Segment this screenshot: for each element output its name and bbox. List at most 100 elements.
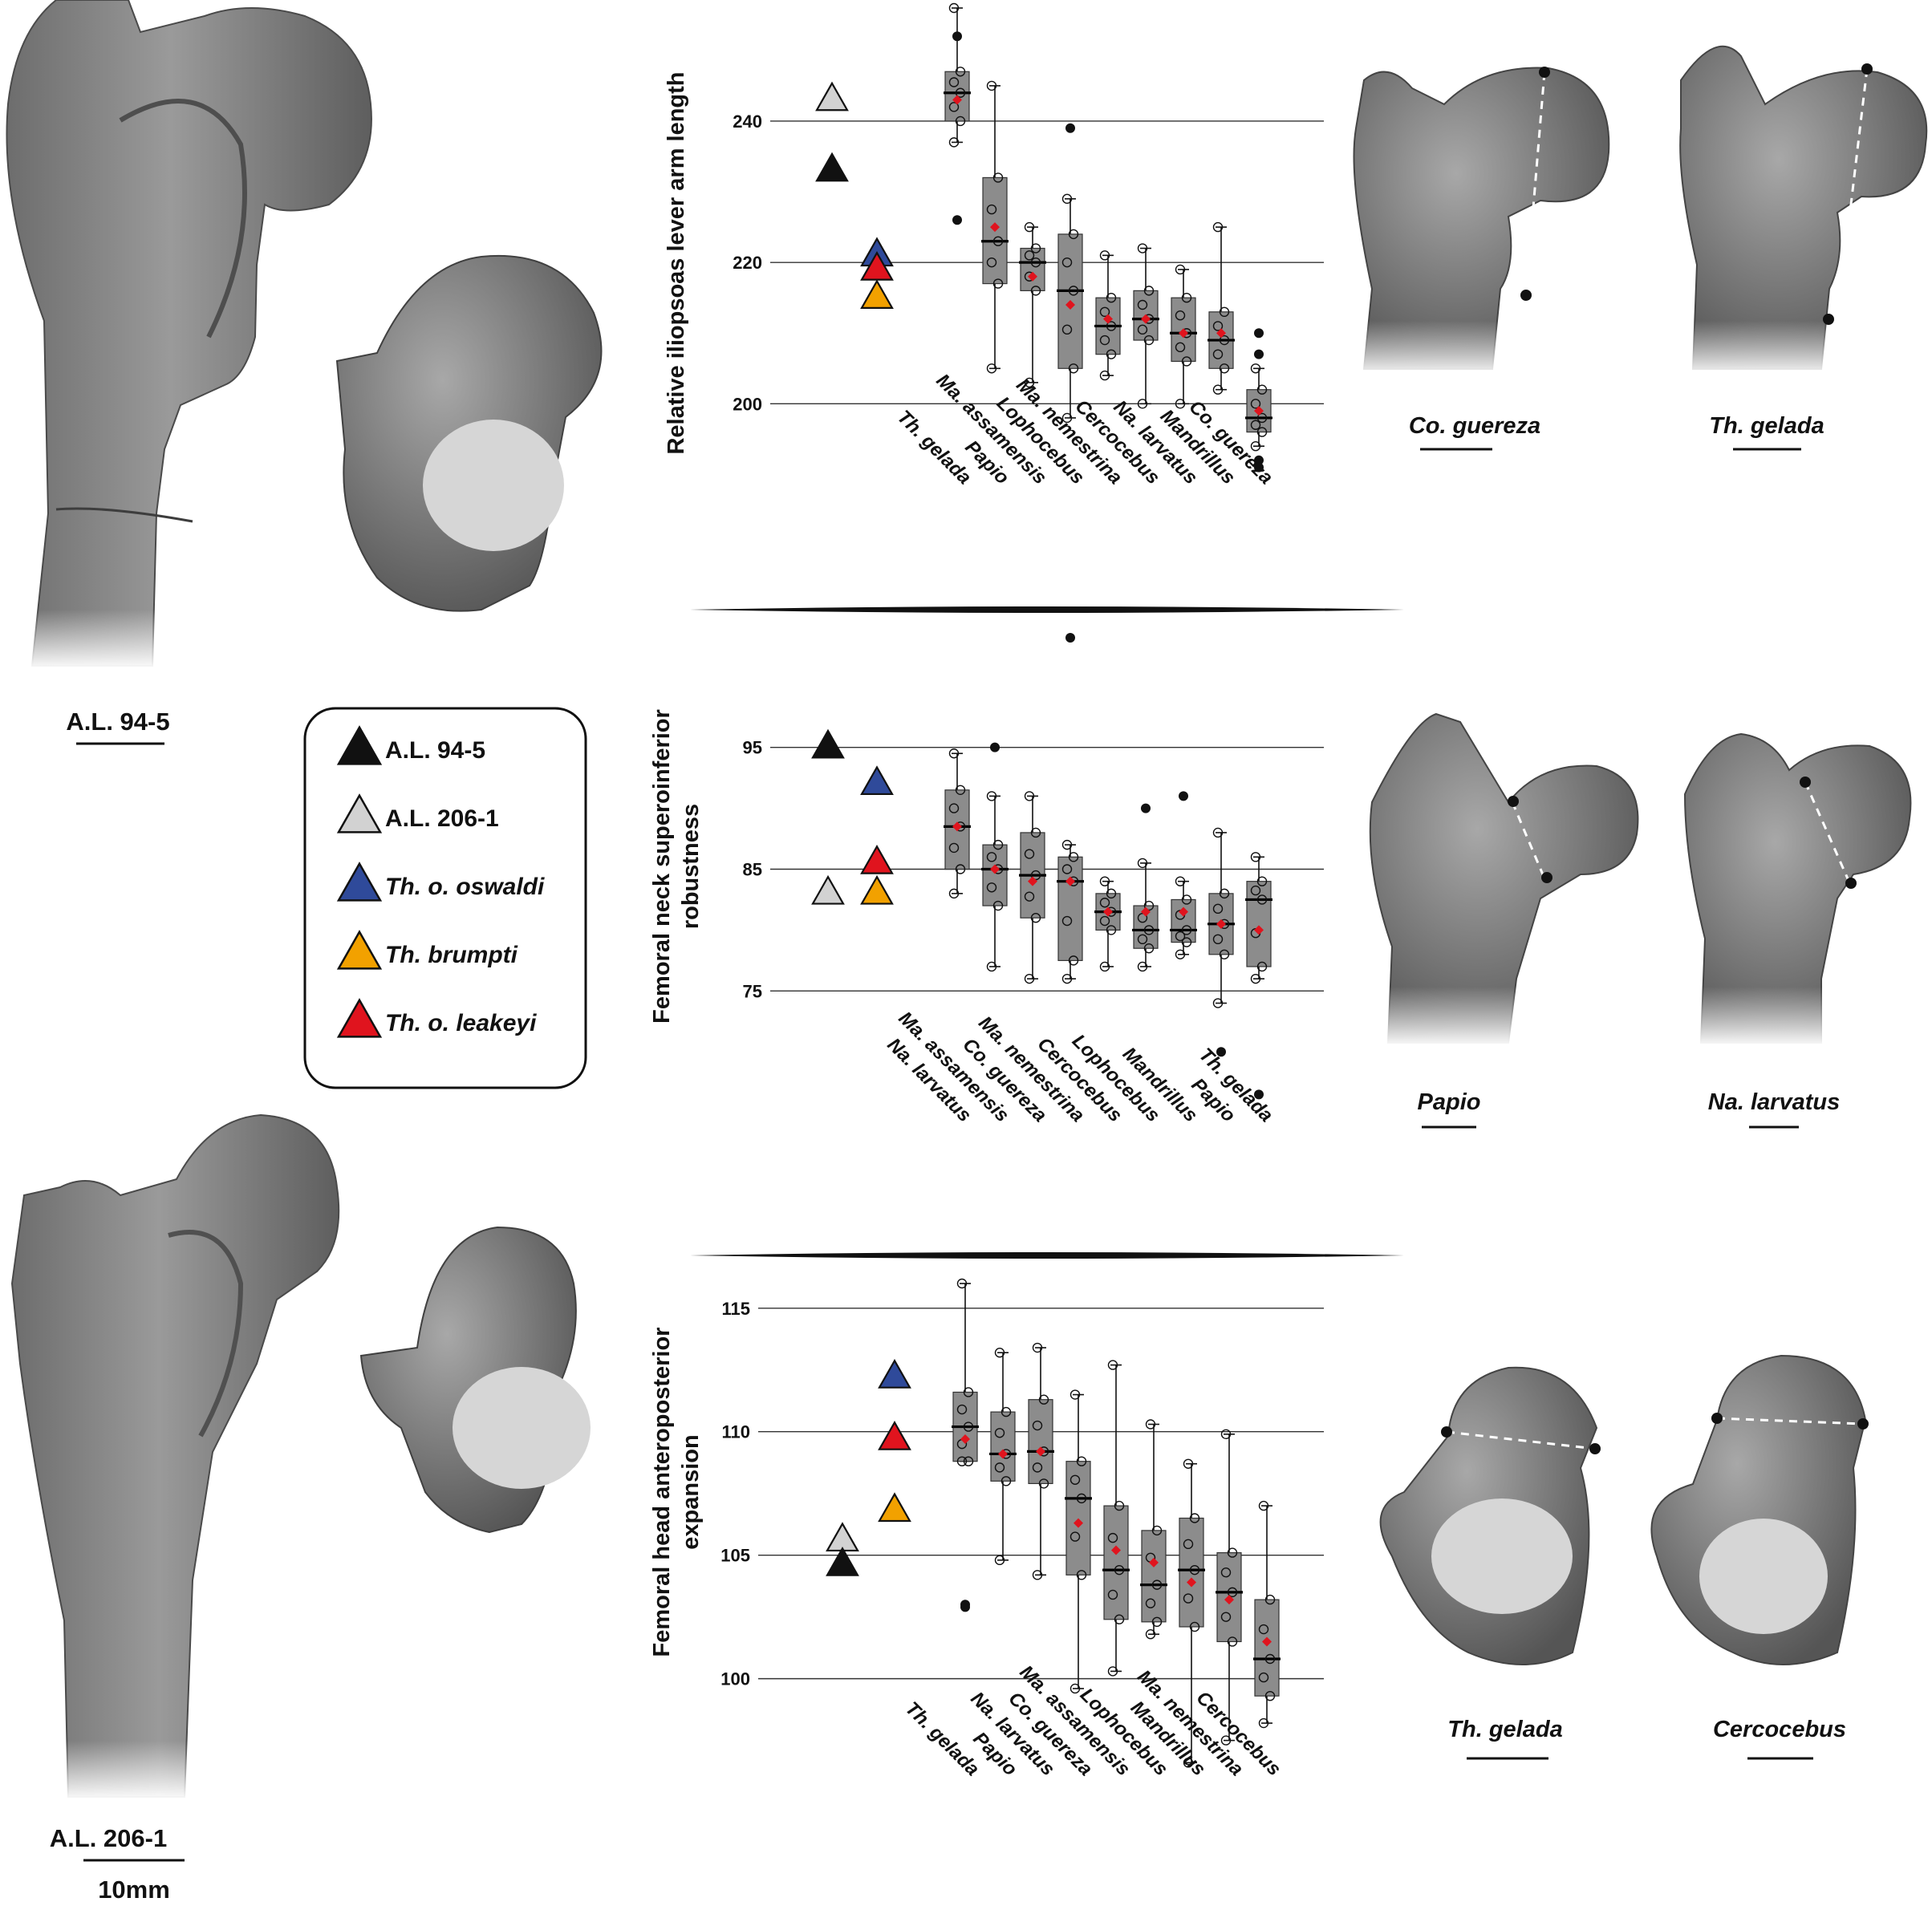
data-point [1030, 243, 1041, 253]
y-axis-title-1: Relative iliopsoas lever arm length [664, 71, 689, 454]
data-point [1099, 876, 1110, 886]
data-point [986, 363, 997, 374]
data-point [986, 852, 997, 862]
data-point [955, 864, 966, 874]
data-point [1189, 1564, 1200, 1575]
iqr-box [1103, 1505, 1129, 1620]
data-point [1106, 349, 1117, 359]
data-point [1114, 1564, 1125, 1575]
th-gelada-proximal [1379, 1366, 1601, 1665]
outlier [1141, 803, 1151, 813]
fossil-marker-3-3 [878, 1421, 911, 1450]
box-1-7 [1208, 221, 1235, 395]
data-point [1256, 894, 1268, 905]
legend-marker-1 [336, 793, 383, 833]
outlier [1179, 791, 1188, 801]
data-point [1107, 1532, 1118, 1543]
data-point [1114, 1500, 1125, 1511]
data-point [1145, 1598, 1156, 1608]
data-point [1151, 1580, 1163, 1590]
data-point [1250, 420, 1261, 430]
data-point [1181, 356, 1192, 367]
data-point [986, 80, 997, 91]
mean-marker [1103, 314, 1113, 324]
data-point [948, 2, 960, 14]
chart-panel-1: 200 220 240 Relative iliopsoas lever arm le… [664, 2, 1324, 489]
data-point [1068, 286, 1079, 296]
box-3-3 [1065, 1389, 1092, 1694]
data-point [1070, 1389, 1081, 1400]
data-point [1030, 827, 1041, 838]
data-point [1181, 292, 1192, 303]
data-point [948, 102, 960, 112]
al945-neck-section [423, 420, 564, 551]
data-point [1227, 1636, 1238, 1647]
data-point [1076, 1493, 1087, 1504]
data-point [1030, 286, 1041, 296]
data-point [963, 1456, 974, 1466]
data-point [1189, 1621, 1200, 1632]
data-point [1024, 377, 1035, 388]
data-point [1264, 1594, 1276, 1605]
box-3-8 [1253, 1500, 1281, 1729]
y-axis-title-2-line1: robustness [678, 804, 704, 929]
data-point [1032, 1462, 1043, 1473]
box-3-7 [1216, 1429, 1243, 1746]
data-point [1000, 1476, 1012, 1486]
data-point [1220, 1735, 1232, 1746]
box-1-3 [1057, 123, 1084, 424]
outlier [1254, 455, 1264, 465]
bone-label-p2-right: Na. larvatus [1708, 1089, 1840, 1115]
data-point [1030, 257, 1041, 268]
data-point [1070, 1531, 1081, 1542]
mean-marker [1224, 1595, 1234, 1605]
tick-label-3-0: 100 [720, 1669, 750, 1689]
data-point [1107, 1666, 1118, 1677]
data-point [1183, 1758, 1194, 1768]
legend-marker-4 [336, 998, 383, 1038]
th-gelada-femur [1677, 45, 1928, 377]
data-point [1024, 250, 1035, 261]
outlier [960, 1602, 970, 1612]
data-point [1114, 1614, 1125, 1624]
iqr-box [1246, 881, 1272, 967]
legend-box [303, 707, 587, 1089]
box-3-5 [1140, 1419, 1167, 1640]
outlier [990, 742, 1000, 752]
box-2-4 [1094, 876, 1122, 972]
data-point [948, 842, 960, 854]
data-point [1175, 342, 1186, 353]
data-point [992, 172, 1004, 183]
outlier [1065, 123, 1075, 133]
legend-label-1: A.L. 206-1 [385, 805, 499, 832]
data-point [994, 1462, 1005, 1473]
data-point [1181, 925, 1192, 935]
data-point [1227, 1547, 1238, 1558]
iqr-box [1065, 1461, 1091, 1575]
data-point [1061, 257, 1073, 268]
data-point [992, 236, 1004, 246]
data-point [1256, 427, 1268, 437]
fossil-marker-3-0 [826, 1522, 859, 1552]
data-point [963, 1421, 974, 1432]
data-point [1061, 973, 1073, 984]
outlier [1065, 633, 1075, 643]
data-point [1061, 324, 1073, 335]
box-1-4 [1094, 250, 1122, 381]
data-point [1220, 1567, 1232, 1578]
data-point [1219, 306, 1230, 318]
data-point [1219, 335, 1230, 346]
data-point [1038, 1478, 1049, 1489]
data-point [1106, 888, 1117, 899]
data-point [994, 1428, 1005, 1438]
data-point [1030, 870, 1041, 881]
data-point [1212, 349, 1224, 359]
box-3-1 [989, 1348, 1017, 1566]
outlier [1254, 1089, 1264, 1100]
data-point [986, 791, 997, 801]
data-point [1070, 1474, 1081, 1485]
data-point [1099, 915, 1110, 927]
legend: A.L. 94-5 A.L. 206-1 Th. o. oswaldi Th. bru… [303, 707, 587, 1089]
iqr-box [1028, 1399, 1053, 1484]
